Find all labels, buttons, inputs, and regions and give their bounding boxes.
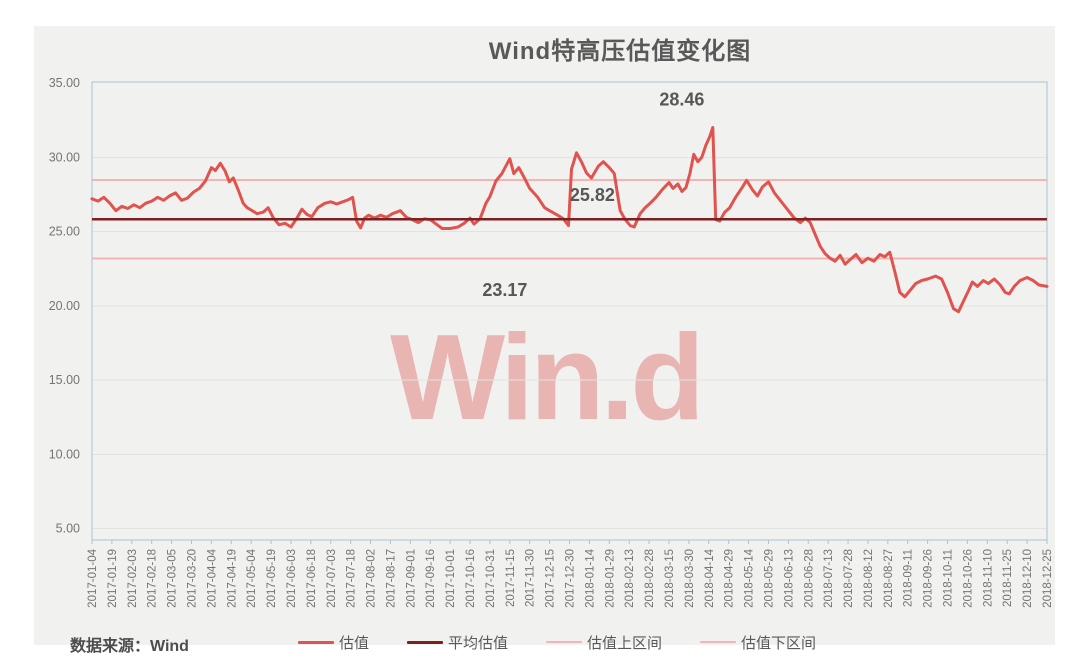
x-tick-label: 2017-01-04 (87, 548, 99, 607)
x-tick-label: 2017-12-15 (545, 549, 557, 608)
x-tick-label: 2017-02-18 (147, 549, 159, 608)
legend-swatch-valuation (298, 640, 334, 644)
plot-border (91, 81, 1048, 541)
legend: 估值 平均估值 估值上区间 估值下区间 (298, 629, 816, 655)
x-tick-label: 2018-12-10 (1022, 549, 1034, 608)
x-tick-label: 2017-10-31 (485, 549, 497, 608)
x-tick-label: 2017-02-03 (127, 549, 139, 608)
x-tick-label: 2017-07-18 (346, 549, 358, 608)
annotation-28.46: 28.46 (659, 89, 704, 109)
x-tick-label: 2018-05-29 (763, 549, 775, 608)
annotation-25.82: 25.82 (570, 185, 615, 205)
legend-label-average: 平均估值 (448, 634, 509, 652)
x-tick-label: 2018-11-25 (1002, 549, 1014, 607)
y-tick-label: 10.00 (49, 447, 80, 461)
x-tick-label: 2018-04-29 (724, 549, 736, 608)
valuation-line (90, 126, 1049, 314)
x-tick-label: 2017-08-17 (385, 549, 397, 608)
x-tick-label: 2017-10-01 (445, 549, 457, 608)
x-tick-label: 2018-06-28 (803, 549, 815, 608)
x-tick-label: 2017-06-18 (306, 549, 318, 608)
x-tick-label: 2018-07-13 (823, 549, 835, 608)
legend-label-upper-band: 估值上区间 (587, 634, 663, 652)
x-tick-label: 2017-04-19 (226, 549, 238, 608)
x-tick-label: 2018-02-13 (624, 549, 636, 608)
x-tick-label: 2018-01-29 (604, 549, 616, 608)
x-tick-label: 2017-05-19 (266, 549, 278, 608)
x-tick-label: 2017-05-04 (246, 548, 258, 607)
legend-label-valuation: 估值 (339, 634, 370, 652)
source-note: 数据来源：Wind (70, 638, 189, 655)
chart-title: Wind特高压估值变化图 (488, 38, 752, 65)
legend-swatch-upper-band (546, 641, 583, 643)
x-tick-label: 2017-11-15 (505, 549, 517, 607)
y-tick-label: 35.00 (49, 76, 80, 90)
x-tick-label: 2017-03-20 (186, 549, 198, 608)
x-tick-label: 2018-08-27 (883, 549, 895, 608)
y-tick-label: 20.00 (49, 299, 80, 313)
x-tick-label: 2018-01-14 (584, 548, 596, 607)
legend-item-upper-band: 估值上区间 (546, 632, 662, 653)
x-tick-label: 2018-03-15 (664, 549, 676, 608)
y-tick-label: 5.00 (56, 522, 80, 536)
x-tick-label: 2018-03-30 (684, 549, 696, 608)
plot-area: 35.00 30.00 25.00 20.00 15.00 10.00 5.00 2017-0… (49, 76, 1054, 608)
x-tick-label: 2017-11-30 (525, 549, 537, 607)
annotation-23.17: 23.17 (482, 280, 527, 300)
x-tick-label: 2018-08-12 (863, 549, 875, 608)
footer: 数据来源：Wind 估值 平均估值 估值上区间 估值下区间 (34, 629, 1055, 656)
x-tick-label: 2018-04-14 (704, 548, 716, 607)
y-tick-label: 15.00 (49, 373, 80, 387)
x-tick-label: 2018-06-13 (783, 549, 795, 608)
x-tick-label: 2018-09-26 (923, 549, 935, 608)
x-tick-label: 2017-08-02 (366, 549, 378, 608)
legend-swatch-average (407, 640, 444, 644)
x-tick-label: 2018-07-28 (843, 549, 855, 608)
x-tick-label: 2017-01-19 (107, 549, 119, 608)
x-tick-label: 2018-10-11 (943, 549, 955, 607)
x-tick-label: 2018-09-11 (903, 549, 915, 607)
x-tick-label: 2018-10-26 (962, 549, 974, 608)
y-tick-label: 30.00 (49, 150, 80, 164)
y-tick-label: 25.00 (49, 225, 80, 239)
legend-item-average: 平均估值 (407, 632, 508, 653)
x-tick-label: 2017-10-16 (465, 549, 477, 608)
x-tick-label: 2018-02-28 (644, 549, 656, 608)
legend-label-lower-band: 估值下区间 (741, 634, 817, 652)
x-tick-label: 2017-12-30 (565, 549, 577, 608)
chart-panel: Wind特高压估值变化图 Win.d 35.00 30.00 25.00 20.00 1… (34, 26, 1055, 655)
x-tick-label: 2018-12-25 (1042, 549, 1054, 608)
x-tick-label: 2018-05-14 (744, 548, 756, 607)
x-tick-label: 2017-03-05 (167, 549, 179, 608)
wind-watermark: Win.d (390, 309, 705, 445)
x-tick-label: 2017-06-03 (286, 549, 298, 608)
x-tick-label: 2017-04-04 (206, 548, 218, 607)
x-tick-label: 2017-09-01 (405, 549, 417, 608)
x-tick-label: 2017-07-03 (326, 549, 338, 608)
legend-item-valuation: 估值 (298, 632, 369, 653)
legend-swatch-lower-band (700, 641, 737, 643)
x-tick-label: 2018-11-10 (982, 549, 994, 607)
x-tick-label: 2017-09-16 (425, 549, 437, 608)
legend-item-lower-band: 估值下区间 (700, 632, 816, 653)
